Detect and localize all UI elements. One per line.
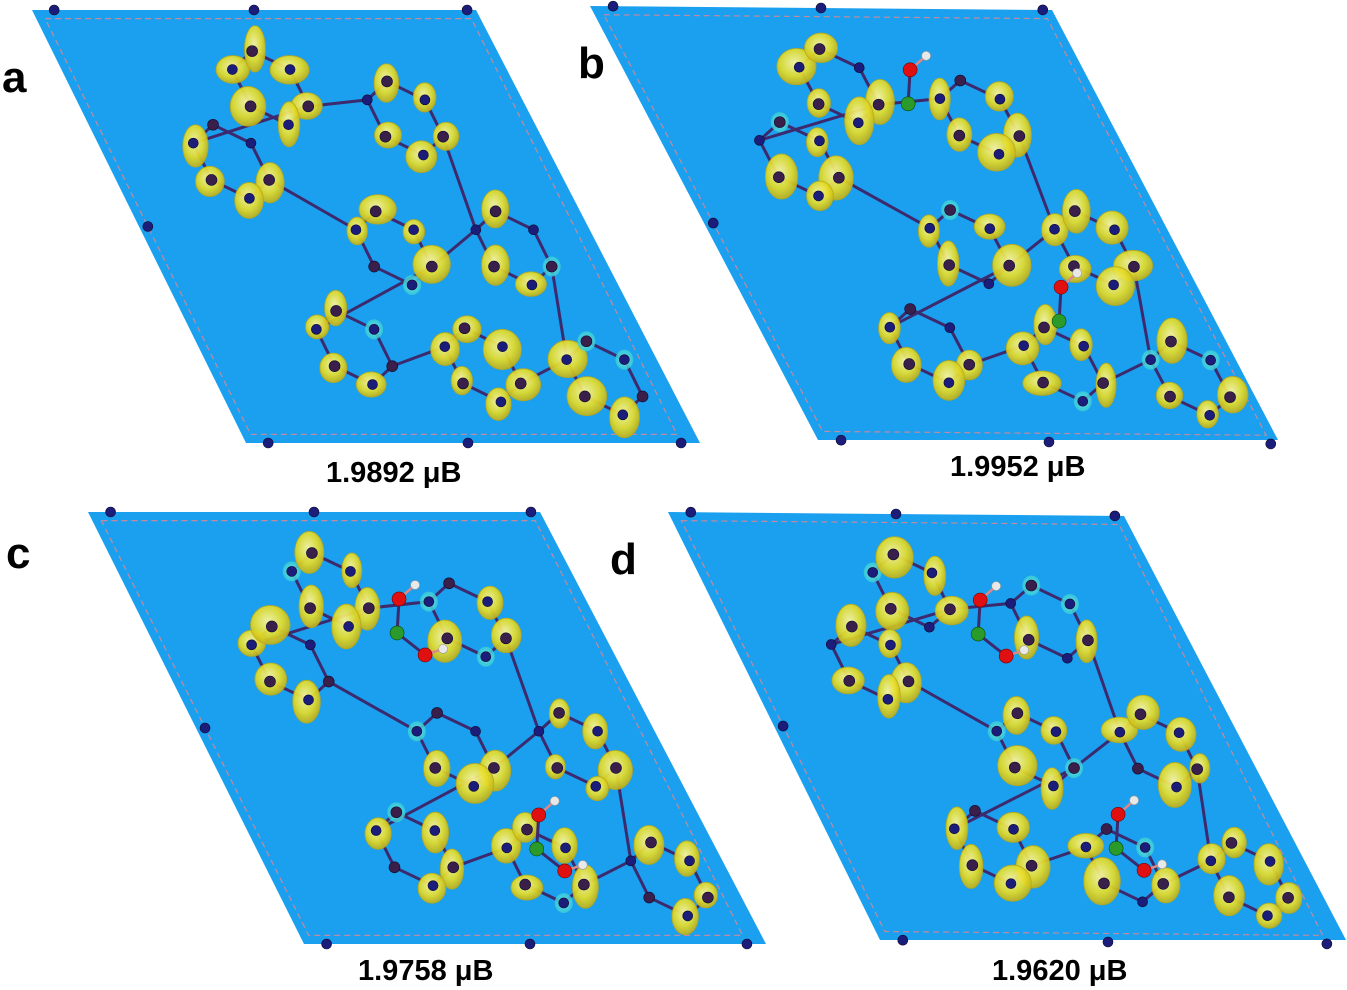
panel-d — [668, 506, 1346, 950]
panel-letter-a: a — [2, 53, 27, 102]
panel-d-atoms — [685, 506, 1333, 950]
boronic-group — [1108, 795, 1167, 878]
panel-a — [32, 4, 700, 449]
panel-a-atoms — [48, 4, 687, 449]
panel-c-atoms — [105, 506, 753, 950]
panel-letter-d: d — [610, 535, 637, 584]
caption-a-magnetic-moment: 1.9892 μB — [326, 457, 462, 489]
panel-b — [590, 0, 1278, 450]
panel-b-atoms — [607, 0, 1277, 450]
boronic-group — [970, 581, 1029, 664]
caption-d-magnetic-moment: 1.9620 μB — [992, 955, 1128, 987]
boronic-group — [1051, 268, 1082, 329]
caption-c-magnetic-moment: 1.9758 μB — [358, 955, 494, 987]
caption-b-magnetic-moment: 1.9952 μB — [950, 451, 1086, 483]
panel-b-cell-border — [602, 14, 1268, 436]
panel-letter-b: b — [578, 39, 605, 88]
panel-a-cell-border — [44, 18, 678, 435]
boronic-group — [529, 796, 588, 879]
boronic-group — [900, 50, 931, 112]
boronic-group — [389, 580, 448, 663]
panel-d-cell-border — [680, 520, 1324, 936]
panel-c — [88, 506, 766, 950]
panel-letter-c: c — [6, 529, 31, 578]
panel-b-isosurfaces — [764, 32, 1249, 429]
